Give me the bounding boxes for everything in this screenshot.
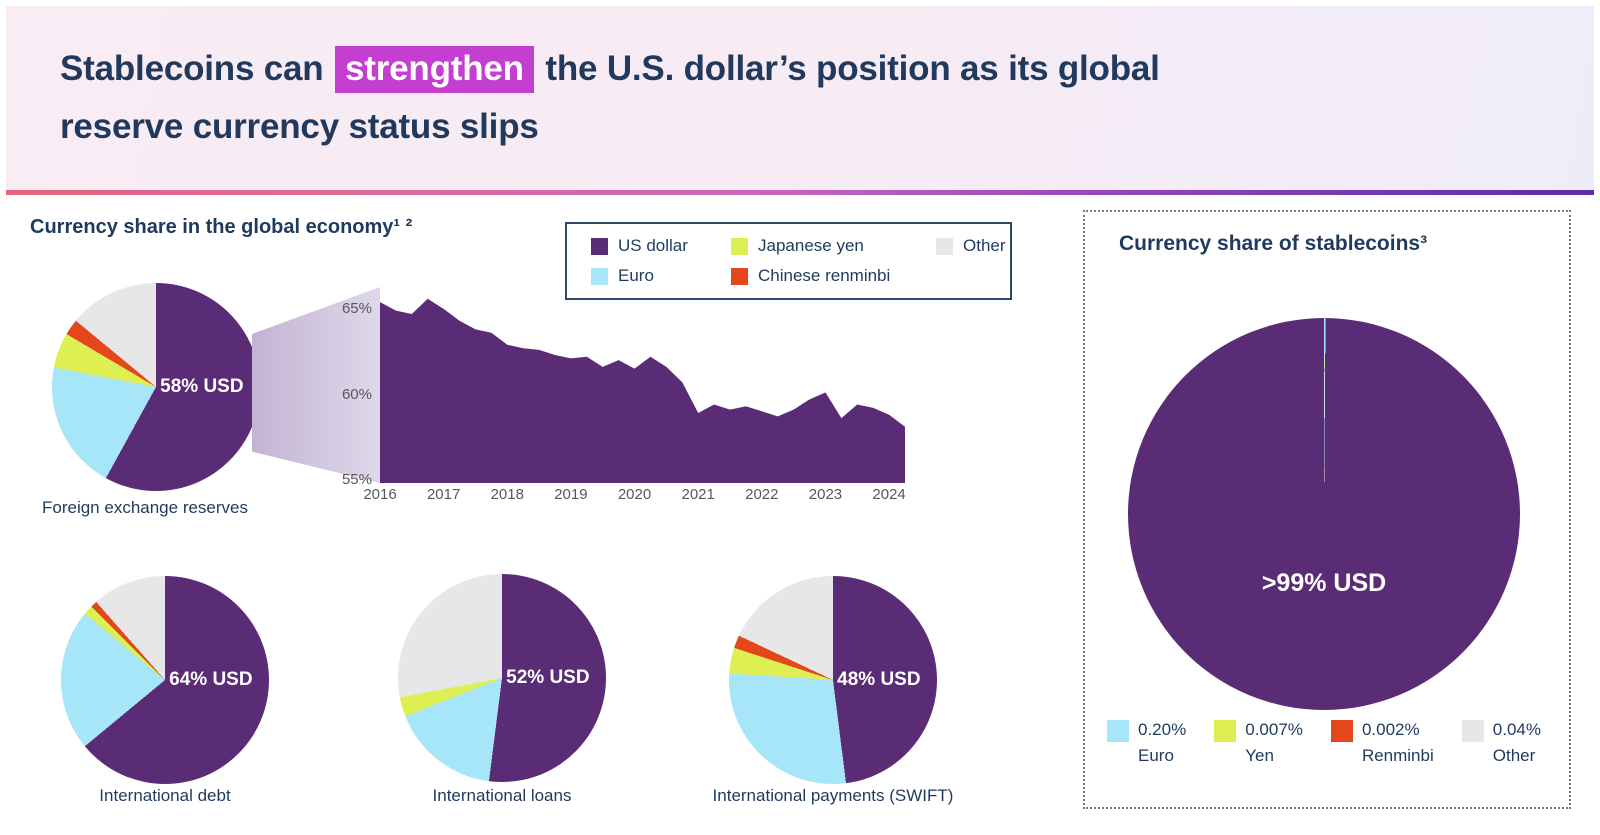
x-tick-label: 2021 — [681, 486, 715, 503]
legend-swatch-icon — [1461, 720, 1484, 742]
y-axis-ticks: 65% 60% 55% — [318, 285, 372, 488]
stable-legend-item-euro: 0.20% Euro — [1107, 717, 1186, 769]
header-divider — [6, 190, 1594, 195]
legend-swatch-icon — [1330, 720, 1353, 742]
usd-share-area-svg — [380, 298, 905, 483]
title-text-2: the U.S. dollar’s position as its global — [535, 49, 1160, 88]
legend-percent: 0.20% — [1138, 720, 1187, 739]
pie-center-label: >99% USD — [1261, 568, 1387, 597]
page-title: Stablecoins can strengthen the U.S. doll… — [60, 40, 1160, 156]
legend-swatch-icon — [591, 237, 608, 255]
legend-percent: 0.04% — [1492, 720, 1541, 739]
pie-stablecoins: >99% USD — [1128, 318, 1520, 710]
legend-swatch-icon — [936, 237, 953, 255]
legend-label: Chinese renminbi — [758, 266, 891, 285]
legend-label: Other — [963, 236, 1006, 255]
legend-label: 0.002% Renminbi — [1362, 717, 1434, 769]
legend-swatch-icon — [1214, 720, 1237, 742]
stable-legend-item-renminbi: 0.002% Renminbi — [1330, 717, 1434, 769]
legend-swatch-icon — [1107, 720, 1129, 742]
left-section-heading: Currency share in the global economy¹ ² — [30, 216, 413, 238]
y-tick-label: 60% — [341, 385, 372, 403]
legend-currency: Renminbi — [1361, 746, 1434, 765]
stablecoins-panel: Currency share of stablecoins³ >99% USD … — [1083, 210, 1571, 809]
legend-item-us-dollar: US dollar — [591, 236, 731, 256]
title-text-1: Stablecoins can — [60, 49, 334, 88]
legend-currency: Other — [1492, 746, 1536, 765]
legend-label: Japanese yen — [758, 236, 864, 255]
pie-international-payments-swift: 48% USD — [729, 576, 937, 784]
title-highlight: strengthen — [335, 46, 534, 93]
area-chart-usd-share — [380, 285, 905, 483]
stable-legend-item-yen: 0.007% Yen — [1214, 717, 1303, 769]
pie-international-loans: 52% USD — [398, 574, 606, 782]
pie-center-label: 52% USD — [506, 667, 590, 688]
x-axis-ticks: 2016 2017 2018 2019 2020 2021 2022 2023 2024 — [363, 486, 906, 506]
title-line-2: reserve currency status slips — [60, 107, 539, 146]
legend-swatch-icon — [731, 237, 748, 255]
x-tick-label: 2023 — [808, 486, 843, 503]
caption-international-loans: International loans — [432, 786, 572, 805]
stable-legend-item-other: 0.04% Other — [1461, 717, 1541, 769]
legend-currency: Yen — [1245, 746, 1274, 765]
stablecoins-legend: 0.20% Euro 0.007% Yen 0.002% Renminbi 0.04% Oth… — [1107, 717, 1541, 769]
legend-label: US dollar — [618, 236, 688, 255]
legend-percent: 0.007% — [1245, 720, 1303, 739]
caption-foreign-exchange-reserves: Foreign exchange reserves — [42, 498, 249, 517]
legend-label: 0.20% Euro — [1138, 717, 1186, 769]
legend-label: 0.04% Other — [1493, 717, 1541, 769]
y-tick-label: 55% — [341, 471, 372, 488]
x-tick-label: 2024 — [872, 486, 906, 503]
x-tick-label: 2020 — [617, 486, 652, 503]
legend-swatch-icon — [731, 267, 748, 285]
legend-percent: 0.002% — [1361, 720, 1420, 739]
header: Stablecoins can strengthen the U.S. doll… — [6, 6, 1594, 190]
x-tick-label: 2016 — [363, 486, 397, 503]
x-tick-label: 2022 — [745, 486, 779, 503]
legend-swatch-icon — [591, 267, 608, 285]
x-tick-label: 2019 — [554, 486, 588, 503]
pie-center-label: 64% USD — [169, 669, 253, 690]
pie-international-debt: 64% USD — [61, 576, 269, 784]
caption-international-payments-swift: International payments (SWIFT) — [712, 786, 954, 805]
pie-center-label: 48% USD — [837, 669, 921, 690]
legend-label: 0.007% Yen — [1245, 717, 1303, 769]
pie-center-label: 58% USD — [160, 376, 244, 397]
stablecoins-heading: Currency share of stablecoins³ — [1119, 232, 1428, 255]
pie-foreign-exchange-reserves: 58% USD — [52, 283, 260, 491]
y-tick-label: 65% — [341, 300, 372, 318]
legend-currency: Euro — [1138, 746, 1174, 765]
legend-item-chinese-renminbi: Chinese renminbi — [731, 266, 936, 286]
currency-legend: US dollar Japanese yen Other Euro Chinese re… — [565, 222, 1012, 300]
legend-item-other: Other — [936, 236, 1010, 256]
x-tick-label: 2018 — [490, 486, 524, 503]
legend-label: Euro — [618, 266, 654, 285]
legend-item-euro: Euro — [591, 266, 731, 286]
x-tick-label: 2017 — [426, 486, 461, 503]
legend-item-japanese-yen: Japanese yen — [731, 236, 936, 256]
caption-international-debt: International debt — [99, 786, 231, 805]
